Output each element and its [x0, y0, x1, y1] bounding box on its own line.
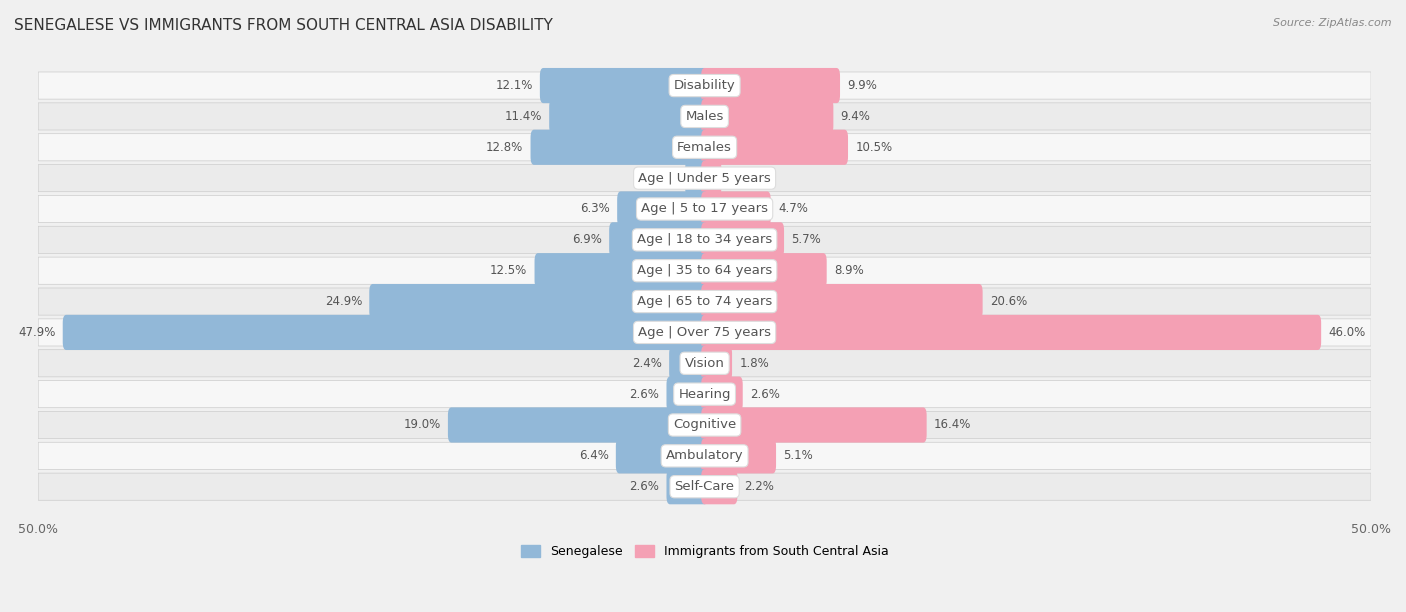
Text: 24.9%: 24.9%	[325, 295, 363, 308]
FancyBboxPatch shape	[38, 195, 1371, 223]
Legend: Senegalese, Immigrants from South Central Asia: Senegalese, Immigrants from South Centra…	[516, 540, 893, 563]
Text: 16.4%: 16.4%	[934, 419, 972, 431]
Text: Females: Females	[678, 141, 733, 154]
FancyBboxPatch shape	[702, 408, 927, 442]
Text: 8.9%: 8.9%	[834, 264, 863, 277]
FancyBboxPatch shape	[38, 442, 1371, 469]
FancyBboxPatch shape	[38, 411, 1371, 439]
FancyBboxPatch shape	[38, 288, 1371, 315]
FancyBboxPatch shape	[38, 226, 1371, 253]
Text: Age | 18 to 34 years: Age | 18 to 34 years	[637, 233, 772, 247]
Text: 12.1%: 12.1%	[495, 79, 533, 92]
FancyBboxPatch shape	[702, 346, 733, 381]
Text: 19.0%: 19.0%	[404, 419, 440, 431]
FancyBboxPatch shape	[38, 381, 1371, 408]
Text: Age | Under 5 years: Age | Under 5 years	[638, 171, 770, 185]
FancyBboxPatch shape	[617, 192, 709, 226]
Text: Cognitive: Cognitive	[673, 419, 737, 431]
Text: SENEGALESE VS IMMIGRANTS FROM SOUTH CENTRAL ASIA DISABILITY: SENEGALESE VS IMMIGRANTS FROM SOUTH CENT…	[14, 18, 553, 34]
FancyBboxPatch shape	[540, 68, 709, 103]
FancyBboxPatch shape	[550, 99, 709, 134]
Text: 10.5%: 10.5%	[855, 141, 893, 154]
FancyBboxPatch shape	[702, 315, 1322, 350]
Text: 6.3%: 6.3%	[581, 203, 610, 215]
FancyBboxPatch shape	[666, 376, 709, 412]
Text: 11.4%: 11.4%	[505, 110, 541, 123]
FancyBboxPatch shape	[38, 319, 1371, 346]
Text: 6.9%: 6.9%	[572, 233, 602, 247]
FancyBboxPatch shape	[685, 160, 709, 196]
Text: Ambulatory: Ambulatory	[666, 449, 744, 462]
FancyBboxPatch shape	[38, 349, 1371, 377]
FancyBboxPatch shape	[702, 222, 785, 258]
Text: 20.6%: 20.6%	[990, 295, 1026, 308]
FancyBboxPatch shape	[370, 284, 709, 319]
Text: 47.9%: 47.9%	[18, 326, 55, 339]
Text: Males: Males	[685, 110, 724, 123]
Text: Age | 35 to 64 years: Age | 35 to 64 years	[637, 264, 772, 277]
Text: 2.6%: 2.6%	[630, 387, 659, 401]
FancyBboxPatch shape	[609, 222, 709, 258]
FancyBboxPatch shape	[702, 438, 776, 474]
Text: Vision: Vision	[685, 357, 724, 370]
FancyBboxPatch shape	[38, 103, 1371, 130]
FancyBboxPatch shape	[702, 253, 827, 288]
Text: Self-Care: Self-Care	[675, 480, 734, 493]
FancyBboxPatch shape	[63, 315, 709, 350]
Text: 2.4%: 2.4%	[633, 357, 662, 370]
Text: 2.6%: 2.6%	[630, 480, 659, 493]
FancyBboxPatch shape	[449, 408, 709, 442]
Text: 1.2%: 1.2%	[648, 171, 678, 185]
FancyBboxPatch shape	[702, 68, 839, 103]
FancyBboxPatch shape	[534, 253, 709, 288]
FancyBboxPatch shape	[38, 257, 1371, 285]
Text: 2.6%: 2.6%	[749, 387, 780, 401]
FancyBboxPatch shape	[702, 376, 742, 412]
FancyBboxPatch shape	[702, 469, 737, 504]
Text: Hearing: Hearing	[678, 387, 731, 401]
Text: 6.4%: 6.4%	[579, 449, 609, 462]
FancyBboxPatch shape	[38, 133, 1371, 161]
FancyBboxPatch shape	[669, 346, 709, 381]
Text: 12.5%: 12.5%	[491, 264, 527, 277]
Text: Age | Over 75 years: Age | Over 75 years	[638, 326, 770, 339]
Text: 12.8%: 12.8%	[486, 141, 523, 154]
FancyBboxPatch shape	[38, 165, 1371, 192]
Text: 5.7%: 5.7%	[792, 233, 821, 247]
FancyBboxPatch shape	[666, 469, 709, 504]
Text: 5.1%: 5.1%	[783, 449, 813, 462]
Text: Age | 5 to 17 years: Age | 5 to 17 years	[641, 203, 768, 215]
FancyBboxPatch shape	[616, 438, 709, 474]
FancyBboxPatch shape	[702, 284, 983, 319]
Text: 46.0%: 46.0%	[1329, 326, 1365, 339]
Text: 9.9%: 9.9%	[848, 79, 877, 92]
FancyBboxPatch shape	[38, 473, 1371, 500]
FancyBboxPatch shape	[702, 192, 770, 226]
FancyBboxPatch shape	[702, 160, 721, 196]
Text: Disability: Disability	[673, 79, 735, 92]
Text: 1.8%: 1.8%	[740, 357, 769, 370]
Text: 4.7%: 4.7%	[778, 203, 808, 215]
Text: 9.4%: 9.4%	[841, 110, 870, 123]
FancyBboxPatch shape	[530, 130, 709, 165]
FancyBboxPatch shape	[702, 130, 848, 165]
Text: Age | 65 to 74 years: Age | 65 to 74 years	[637, 295, 772, 308]
Text: 1.0%: 1.0%	[728, 171, 758, 185]
FancyBboxPatch shape	[38, 72, 1371, 99]
Text: 2.2%: 2.2%	[745, 480, 775, 493]
Text: Source: ZipAtlas.com: Source: ZipAtlas.com	[1274, 18, 1392, 28]
FancyBboxPatch shape	[702, 99, 834, 134]
